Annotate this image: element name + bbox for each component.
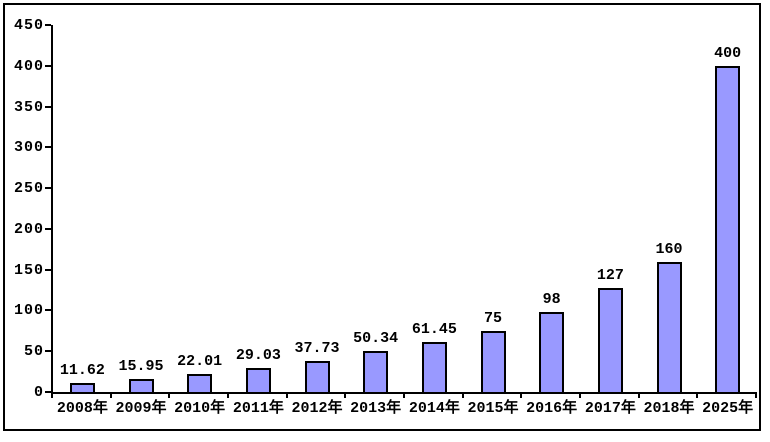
- bar: [597, 288, 623, 392]
- x-axis-category-label: 2012年: [291, 400, 343, 417]
- x-axis-tick-mark: [285, 392, 288, 398]
- x-axis-tick-mark: [403, 392, 405, 398]
- bar: [539, 312, 565, 392]
- x-axis-category-label: 2009年: [115, 400, 167, 417]
- bar-value-label: 15.95: [118, 358, 164, 375]
- x-axis-category-label: 2015年: [467, 400, 519, 417]
- bar: [363, 350, 389, 392]
- x-axis-tick-mark: [344, 392, 347, 398]
- bar: [69, 382, 95, 392]
- y-axis-tick-mark: [45, 187, 51, 190]
- bar-value-label: 11.62: [59, 361, 105, 379]
- x-axis-category-label: 2014年: [408, 400, 460, 417]
- bar: [245, 368, 271, 392]
- y-axis-tick-label: 250: [13, 180, 44, 198]
- y-axis-tick-mark: [45, 146, 51, 149]
- x-axis-category-label: 2010年: [174, 400, 226, 417]
- x-axis-tick-mark: [520, 392, 523, 398]
- y-axis-tick-mark: [45, 350, 51, 353]
- y-axis-tick-label: 300: [13, 139, 44, 157]
- y-axis-tick-mark: [45, 24, 51, 26]
- y-axis-tick-label: 450: [13, 17, 44, 34]
- y-axis-tick-label: 0: [33, 384, 44, 401]
- x-axis-category-label: 2018年: [643, 400, 695, 417]
- bar: [421, 341, 447, 392]
- y-axis-tick-mark: [45, 227, 51, 230]
- x-axis-tick-mark: [461, 392, 464, 398]
- x-axis-tick-mark: [579, 392, 581, 398]
- plot-area: 11.62 2008年 15.95 2009年 22.01 2010年 29.03 2011年…: [51, 25, 757, 417]
- x-axis-category-label: 2025年: [702, 400, 754, 417]
- y-axis-tick-label: 100: [13, 302, 44, 320]
- y-axis-tick-mark: [45, 105, 51, 108]
- x-axis-category-label: 2011年: [232, 400, 284, 417]
- y-axis-tick-mark: [45, 268, 51, 271]
- x-axis-category-label: 2017年: [584, 400, 636, 417]
- bar-value-label: 160: [655, 240, 683, 258]
- bar: [715, 65, 741, 392]
- bar-value-label: 98: [542, 291, 561, 309]
- bar: [128, 379, 154, 392]
- bar-value-label: 22.01: [177, 353, 223, 371]
- x-axis-tick-mark: [51, 392, 53, 398]
- y-axis-tick-mark: [45, 391, 51, 393]
- x-axis-category-label: 2016年: [526, 400, 578, 417]
- bar-value-label: 50.34: [353, 329, 399, 347]
- bar-value-label: 61.45: [411, 320, 457, 338]
- bar-value-label: 75: [483, 309, 502, 327]
- x-axis-category-label: 2013年: [350, 400, 402, 417]
- y-axis-tick-label: 150: [13, 261, 44, 279]
- y-axis-tick-label: 200: [13, 220, 44, 238]
- y-axis-tick-label: 350: [13, 98, 44, 116]
- x-axis-tick-mark: [227, 392, 229, 398]
- bar: [304, 361, 330, 392]
- y-axis-tick-mark: [45, 64, 51, 67]
- bar-value-label: 29.03: [235, 347, 281, 365]
- bar-value-label: 127: [596, 267, 624, 285]
- y-axis-tick-mark: [45, 309, 51, 312]
- x-axis-tick-mark: [109, 392, 112, 398]
- x-axis-tick-mark: [168, 392, 171, 398]
- x-axis-tick-mark: [696, 392, 699, 398]
- y-axis-tick-label: 50: [23, 343, 44, 361]
- bar-value-label: 37.73: [294, 340, 340, 358]
- x-axis-category-label: 2008年: [56, 400, 108, 417]
- y-axis-tick-label: 400: [13, 57, 44, 75]
- bar-value-label: 400: [714, 44, 742, 62]
- bar: [480, 330, 506, 392]
- x-axis-tick-mark: [755, 392, 757, 398]
- x-axis-tick-mark: [637, 392, 640, 398]
- bar: [656, 261, 682, 392]
- bar: [187, 374, 213, 392]
